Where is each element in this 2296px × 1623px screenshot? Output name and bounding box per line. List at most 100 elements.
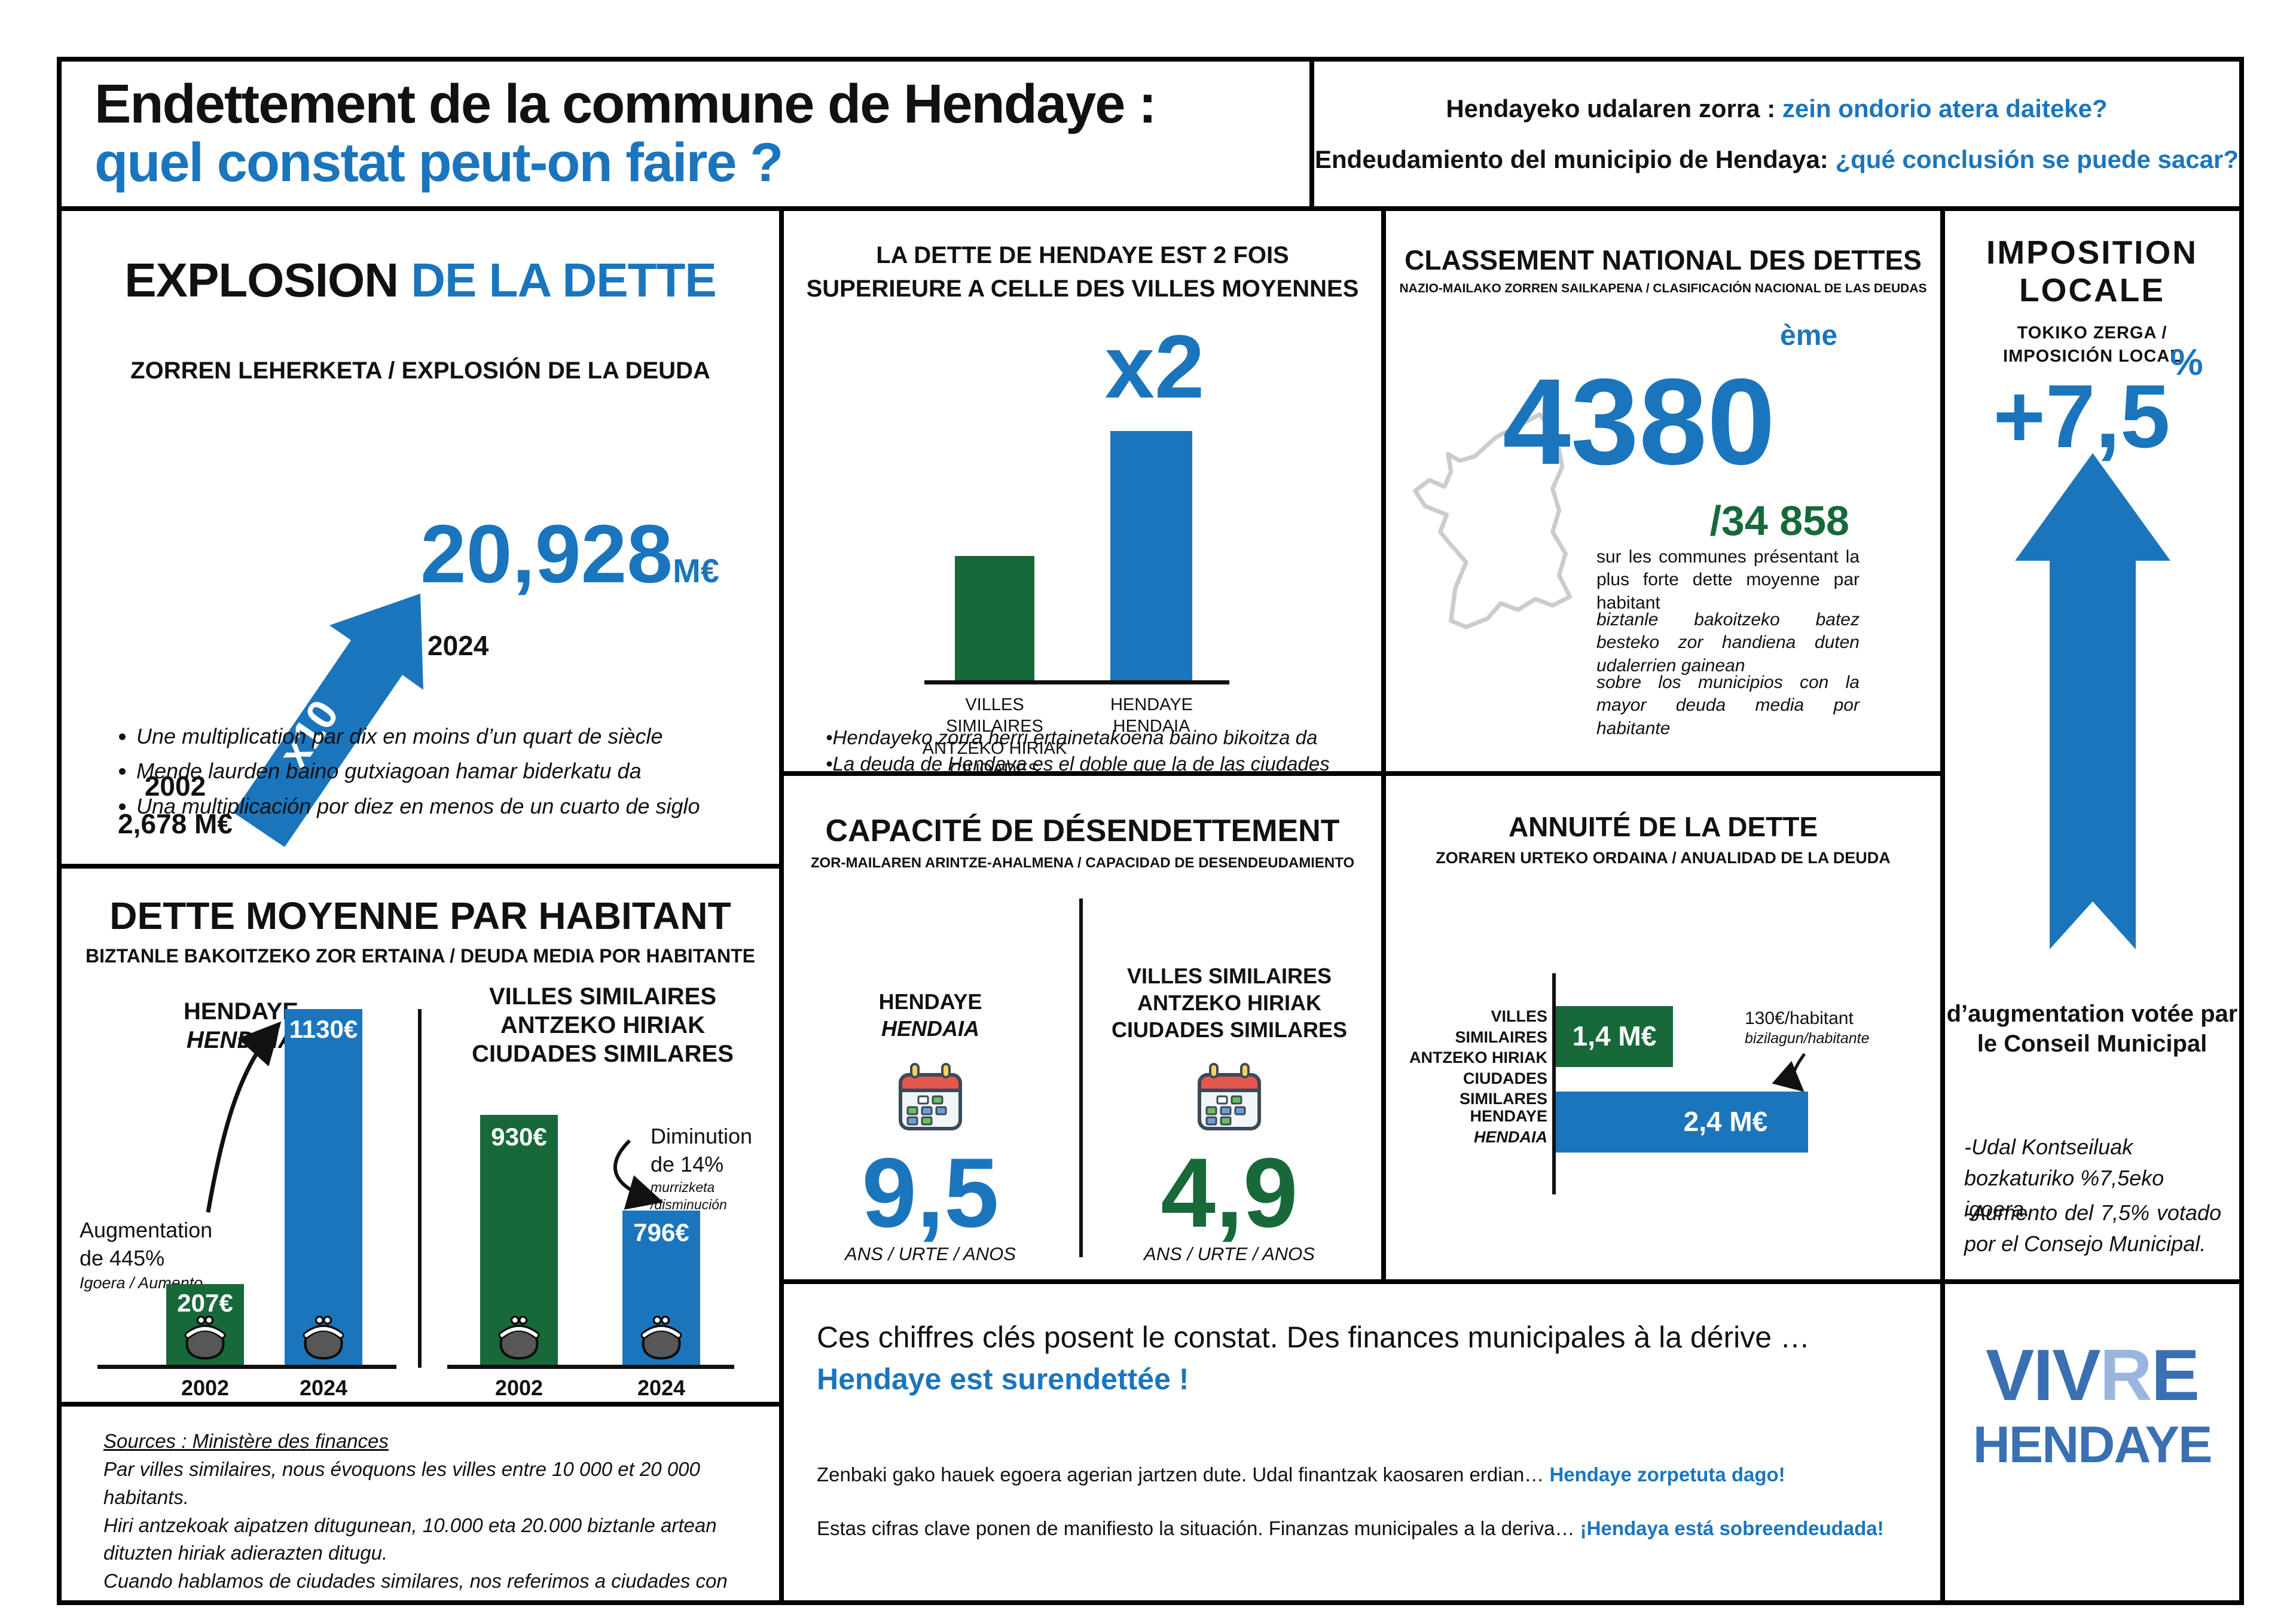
x2-bar-hendaye [1110,431,1192,680]
rank-number: 4380 [1503,353,1776,490]
x2-bullet-eu: •Hendayeko zorra herri ertainetakoena ba… [826,726,1318,748]
logo-panel: VIVRE HENDAYE [1945,1284,2239,1600]
header-es-black: Endeudamiento del municipio de Hendaya: [1315,145,1836,173]
capacite-hendaye-unit: ANS / URTE / ANOS [845,1243,1016,1264]
capacite-subtitle: ZOR-MAILAREN ARINTZE-AHALMENA / CAPACIDA… [810,855,1355,871]
imposition-caption-line1: d’augmentation votée par [1946,1001,2238,1027]
logo-viv: VIV [1985,1334,2101,1416]
main-title-fr: Endettement de la commune de Hendaye : [94,74,1157,135]
header-eu-black: Hendayeko udalaren zorra : [1446,94,1782,123]
classement-text-eu: biztanle bakoitzeko batez besteko zor ha… [1596,610,1860,676]
classement-text-fr: sur les communes présentant la plus fort… [1596,547,1860,613]
hendaye-2024-value: 1130€ [289,1015,358,1043]
growth-arrow-icon: x10 +18,25 M€ [233,594,423,847]
logo-e: E [2151,1334,2200,1416]
explosion-title-blue: DE LA DETTE [411,253,716,307]
conclusion-es-blue: ¡Hendaya está sobreendeudada! [1580,1517,1884,1539]
hendaye-2002-value: 207€ [177,1289,233,1317]
similar-heading-eu: ANTZEKO HIRIAK [500,1012,706,1038]
main-title: Endettement de la commune de Hendaye : q… [94,74,1157,194]
explosion-subtitle: ZORREN LEHERKETA / EXPLOSIÓN DE LA DEUDA [130,357,710,384]
purse-icon [640,1315,682,1360]
annuite-similar-bar [1556,1006,1673,1067]
imposition-note-es: -Aumento del 7,5% votado por el Consejo … [1964,1200,2221,1257]
imposition-caption-line2: le Conseil Municipal [1977,1031,2208,1057]
x2-bar-similar-cities [955,556,1034,680]
annuite-curve-arrow-icon [1772,1053,1806,1092]
hendaye-year-2024: 2024 [299,1376,348,1400]
header-eu-blue: zein ondorio atera daiteke? [1782,94,2108,123]
imposition-title-line1: IMPOSITION [1986,234,2198,271]
annuite-hendaye-bar [1556,1092,1808,1153]
vivre-hendaye-logo: VIVRE HENDAYE [1945,1338,2239,1474]
capacite-title: CAPACITÉ DE DÉSENDETTEMENT [825,814,1340,848]
debt-2024-unit: M€ [673,552,719,589]
x2-left-label-eu: ANTZEKO HIRIAK [922,738,1067,758]
classement-panel: CLASSEMENT NATIONAL DES DETTES NAZIO-MAI… [1386,211,1940,771]
explosion-title-black: EXPLOSION [124,253,411,307]
capacite-hendaye-eu: HENDAIA [881,1016,979,1041]
classement-text-es: sobre los municipios con la mayor deuda … [1596,673,1860,738]
augmentation-label-1: Augmentation [80,1218,213,1242]
capacite-similar-unit: ANS / URTE / ANOS [1144,1243,1315,1264]
annuite-axis [1552,973,1556,1194]
main-title-question: quel constat peut-on faire ? [94,132,783,194]
annuite-note-eu: bizilagun/habitante [1745,1030,1870,1047]
capacite-similar-fr: VILLES SIMILAIRES [1126,964,1332,988]
explosion-bullets: Une multiplication par dix en moins d’un… [106,719,770,824]
capacite-hendaye-fr: HENDAYE [878,989,982,1014]
similar-heading-es: CIUDADES SIMILARES [472,1041,734,1067]
annuite-title: ANNUITÉ DE LA DETTE [1508,811,1818,842]
dette-moyenne-panel: DETTE MOYENNE PAR HABITANT BIZTANLE BAKO… [62,869,779,1402]
imposition-title-line2: LOCALE [2019,271,2166,309]
similar-2024-value: 796€ [633,1218,689,1246]
sources-line-es: Cuando hablamos de ciudades similares, n… [103,1570,728,1600]
tax-rate-unit: % [2170,342,2203,383]
annuite-similar-value: 1,4 M€ [1572,1020,1657,1052]
dette-moyenne-subtitle: BIZTANLE BAKOITZEKO ZOR ERTAINA / DEUDA … [86,945,755,967]
annuite-hendaye-label-eu: HENDAIA [1473,1127,1547,1146]
x2-right-label-fr: HENDAYE [1110,695,1193,714]
header-es-blue: ¿qué conclusión se puede sacar? [1835,145,2239,173]
purse-icon [184,1315,226,1360]
conclusion-line1: Ces chiffres clés posent le constat. Des… [817,1321,1810,1354]
panel-grid: Endettement de la commune de Hendaye : q… [57,57,2244,1605]
conclusion-panel: Ces chiffres clés posent le constat. Des… [784,1284,1940,1600]
similar-year-2002: 2002 [494,1376,544,1400]
annuite-panel: ANNUITÉ DE LA DETTE ZORAREN URTEKO ORDAI… [1386,776,1940,1279]
header-title-panel: Endettement de la commune de Hendaye : q… [62,62,1309,206]
dette-moyenne-title: DETTE MOYENNE PAR HABITANT [109,894,731,937]
logo-hendaye: HENDAYE [1973,1416,2213,1474]
classement-title: CLASSEMENT NATIONAL DES DETTES [1405,244,1922,276]
conclusion-eu-black: Zenbaki gako hauek egoera agerian jartze… [817,1463,1550,1486]
hendaye-year-2002: 2002 [181,1376,230,1400]
explosion-panel: EXPLOSION DE LA DETTE ZORREN LEHERKETA /… [62,211,779,864]
annuite-similar-label-fr: VILLES SIMILAIRES [1455,1007,1547,1046]
annuite-hendaye-label-fr: HENDAYE [1470,1107,1547,1125]
capacite-similar-value: 4,9 [1161,1138,1298,1248]
capacite-similar-es: CIUDADES SIMILARES [1111,1017,1348,1042]
header-translations-panel: Hendayeko udalaren zorra : zein ondorio … [1314,62,2239,206]
sources-title: Sources : Ministère des finances [103,1430,389,1452]
purse-icon [498,1315,540,1360]
logo-r: R [2099,1334,2152,1416]
x2-panel: LA DETTE DE HENDAYE EST 2 FOIS SUPERIEUR… [784,211,1381,771]
imposition-note-eu: -Udal Kontseiluak bozkaturiko %7,5eko ig… [1964,1135,2164,1222]
france-map-icon [1413,412,1573,629]
up-arrow-icon [2015,453,2170,949]
rank-suffix: ème [1780,319,1838,352]
rank-total: /34 858 [1709,497,1849,544]
diminution-label-1: Diminution [651,1124,753,1148]
x2-multiplier: x2 [1104,316,1205,417]
sources-line-fr: Par villes similaires, nous évoquons les… [103,1457,700,1508]
explosion-bullet-eu: Mende laurden baino gutxiagoan hamar bid… [136,754,770,788]
conclusion-line2: Hendaye est surendettée ! [817,1362,1189,1396]
hendaye-chart-axis [97,1365,396,1369]
debt-2002-amount: 2,678 M€ [118,808,233,839]
diminution-curve-arrow-icon [613,1139,664,1210]
explosion-bullet-es: Una multiplicación por diez en menos de … [136,789,770,824]
x2-left-label-es: CIUDADES SIMILARES [949,760,1040,771]
tax-rate: +7,5 [1993,366,2170,466]
capacite-hendaye-value: 9,5 [862,1138,999,1248]
